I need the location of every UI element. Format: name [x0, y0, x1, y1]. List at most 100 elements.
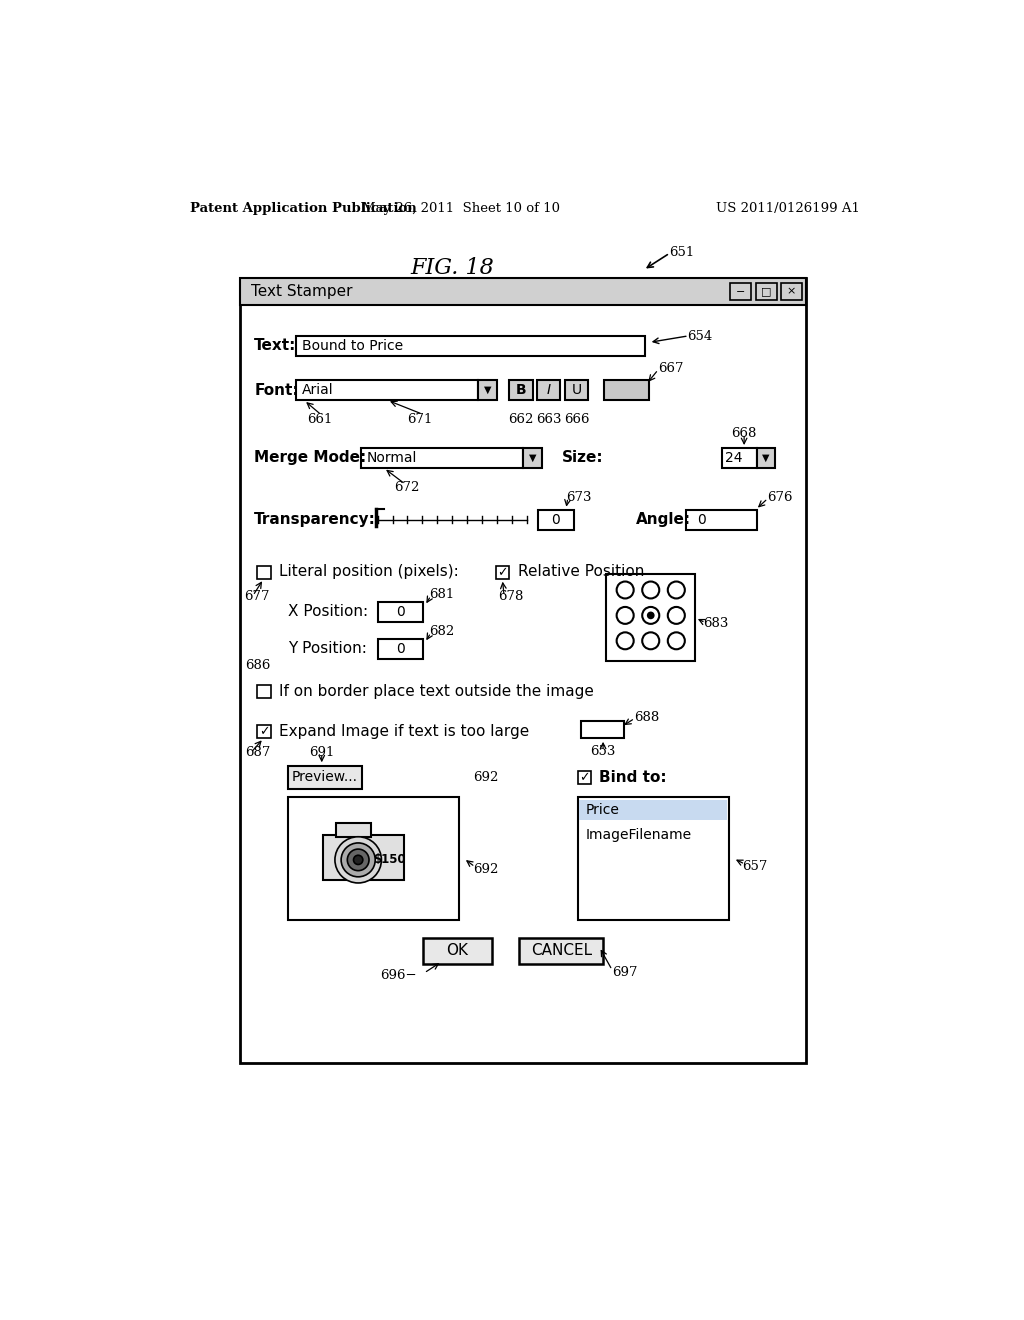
Bar	[578, 797, 729, 920]
Bar	[423, 937, 493, 964]
Text: ImageFilename: ImageFilename	[586, 828, 691, 842]
Bar	[241, 277, 806, 1063]
Text: 653: 653	[591, 744, 615, 758]
Text: Relative Position: Relative Position	[518, 565, 644, 579]
Bar	[538, 510, 573, 529]
Text: 692: 692	[473, 771, 499, 784]
Bar	[241, 277, 806, 305]
Bar	[604, 380, 649, 400]
Bar	[378, 602, 423, 622]
Text: 666: 666	[564, 413, 590, 426]
Bar	[337, 822, 372, 837]
Text: 691: 691	[309, 746, 335, 759]
Circle shape	[647, 611, 654, 619]
Bar	[296, 380, 478, 400]
Text: U: U	[571, 383, 582, 397]
Text: Bind to:: Bind to:	[599, 770, 667, 785]
Bar	[579, 800, 727, 820]
Circle shape	[335, 837, 381, 883]
Text: 663: 663	[537, 413, 561, 426]
Text: Arial: Arial	[302, 383, 334, 397]
Bar	[578, 771, 591, 784]
Bar	[781, 284, 802, 300]
Bar	[582, 721, 624, 738]
Text: 683: 683	[703, 616, 728, 630]
Text: If on border place text outside the image: If on border place text outside the imag…	[280, 684, 594, 698]
Text: 686: 686	[245, 659, 270, 672]
Bar	[323, 836, 403, 880]
Text: 668: 668	[731, 426, 757, 440]
Text: 0: 0	[697, 512, 706, 527]
Text: 682: 682	[429, 626, 455, 639]
Text: Normal: Normal	[367, 451, 417, 465]
Text: Transparency:: Transparency:	[254, 512, 376, 527]
Text: $150: $150	[373, 853, 406, 866]
Text: X Position:: X Position:	[289, 605, 369, 619]
Text: Merge Mode:: Merge Mode:	[254, 450, 367, 466]
Text: 681: 681	[429, 589, 455, 602]
Text: 662: 662	[508, 413, 534, 426]
Text: Expand Image if text is too large: Expand Image if text is too large	[280, 723, 529, 739]
Text: US 2011/0126199 A1: US 2011/0126199 A1	[716, 202, 859, 215]
Text: 0: 0	[396, 642, 406, 656]
Text: 24: 24	[725, 451, 742, 465]
Bar	[565, 380, 589, 400]
Bar	[509, 380, 532, 400]
Text: CANCEL: CANCEL	[530, 944, 592, 958]
Bar	[523, 447, 542, 469]
Bar	[478, 380, 497, 400]
Bar	[360, 447, 523, 469]
Text: Y Position:: Y Position:	[289, 642, 368, 656]
Bar	[257, 685, 270, 698]
Text: May 26, 2011  Sheet 10 of 10: May 26, 2011 Sheet 10 of 10	[362, 202, 560, 215]
Text: 661: 661	[307, 413, 332, 426]
Text: 676: 676	[767, 491, 793, 504]
Bar	[722, 447, 757, 469]
Bar	[757, 447, 775, 469]
Text: 688: 688	[634, 711, 659, 723]
Text: Preview...: Preview...	[292, 771, 357, 784]
Text: ×: ×	[786, 286, 796, 297]
Circle shape	[347, 849, 369, 871]
Text: ✓: ✓	[498, 566, 508, 578]
Text: 654: 654	[687, 330, 713, 343]
Text: 667: 667	[658, 362, 684, 375]
Text: Angle:: Angle:	[636, 512, 691, 527]
Bar	[257, 566, 270, 579]
Text: Text Stamper: Text Stamper	[251, 284, 352, 300]
Text: 696−: 696−	[380, 969, 417, 982]
Text: 687: 687	[245, 746, 270, 759]
Bar	[257, 725, 270, 738]
Bar	[519, 937, 603, 964]
Text: Patent Application Publication: Patent Application Publication	[190, 202, 417, 215]
Text: 657: 657	[742, 859, 768, 873]
Text: 677: 677	[245, 590, 269, 603]
Text: ✓: ✓	[259, 725, 269, 738]
Text: Text:: Text:	[254, 338, 297, 352]
Text: ▼: ▼	[762, 453, 770, 463]
Text: ▼: ▼	[484, 385, 492, 395]
Bar	[606, 574, 695, 661]
Text: 0: 0	[396, 605, 406, 619]
Text: 651: 651	[669, 246, 694, 259]
Circle shape	[341, 843, 375, 876]
Text: Price: Price	[586, 803, 620, 817]
Bar	[538, 380, 560, 400]
Text: FIG. 18: FIG. 18	[410, 256, 494, 279]
Text: 692: 692	[473, 863, 499, 876]
Text: 672: 672	[394, 480, 420, 494]
Text: 697: 697	[612, 966, 638, 979]
Text: □: □	[761, 286, 771, 297]
Text: I: I	[547, 383, 551, 397]
Text: Size:: Size:	[562, 450, 603, 466]
Text: 673: 673	[566, 491, 592, 504]
Text: B: B	[516, 383, 526, 397]
Bar	[686, 510, 758, 529]
Bar	[730, 284, 751, 300]
Text: Literal position (pixels):: Literal position (pixels):	[280, 565, 459, 579]
Text: Font:: Font:	[254, 383, 299, 397]
Text: 678: 678	[498, 590, 523, 603]
Text: ▼: ▼	[528, 453, 537, 463]
Text: 0: 0	[552, 512, 560, 527]
Bar	[296, 335, 645, 355]
